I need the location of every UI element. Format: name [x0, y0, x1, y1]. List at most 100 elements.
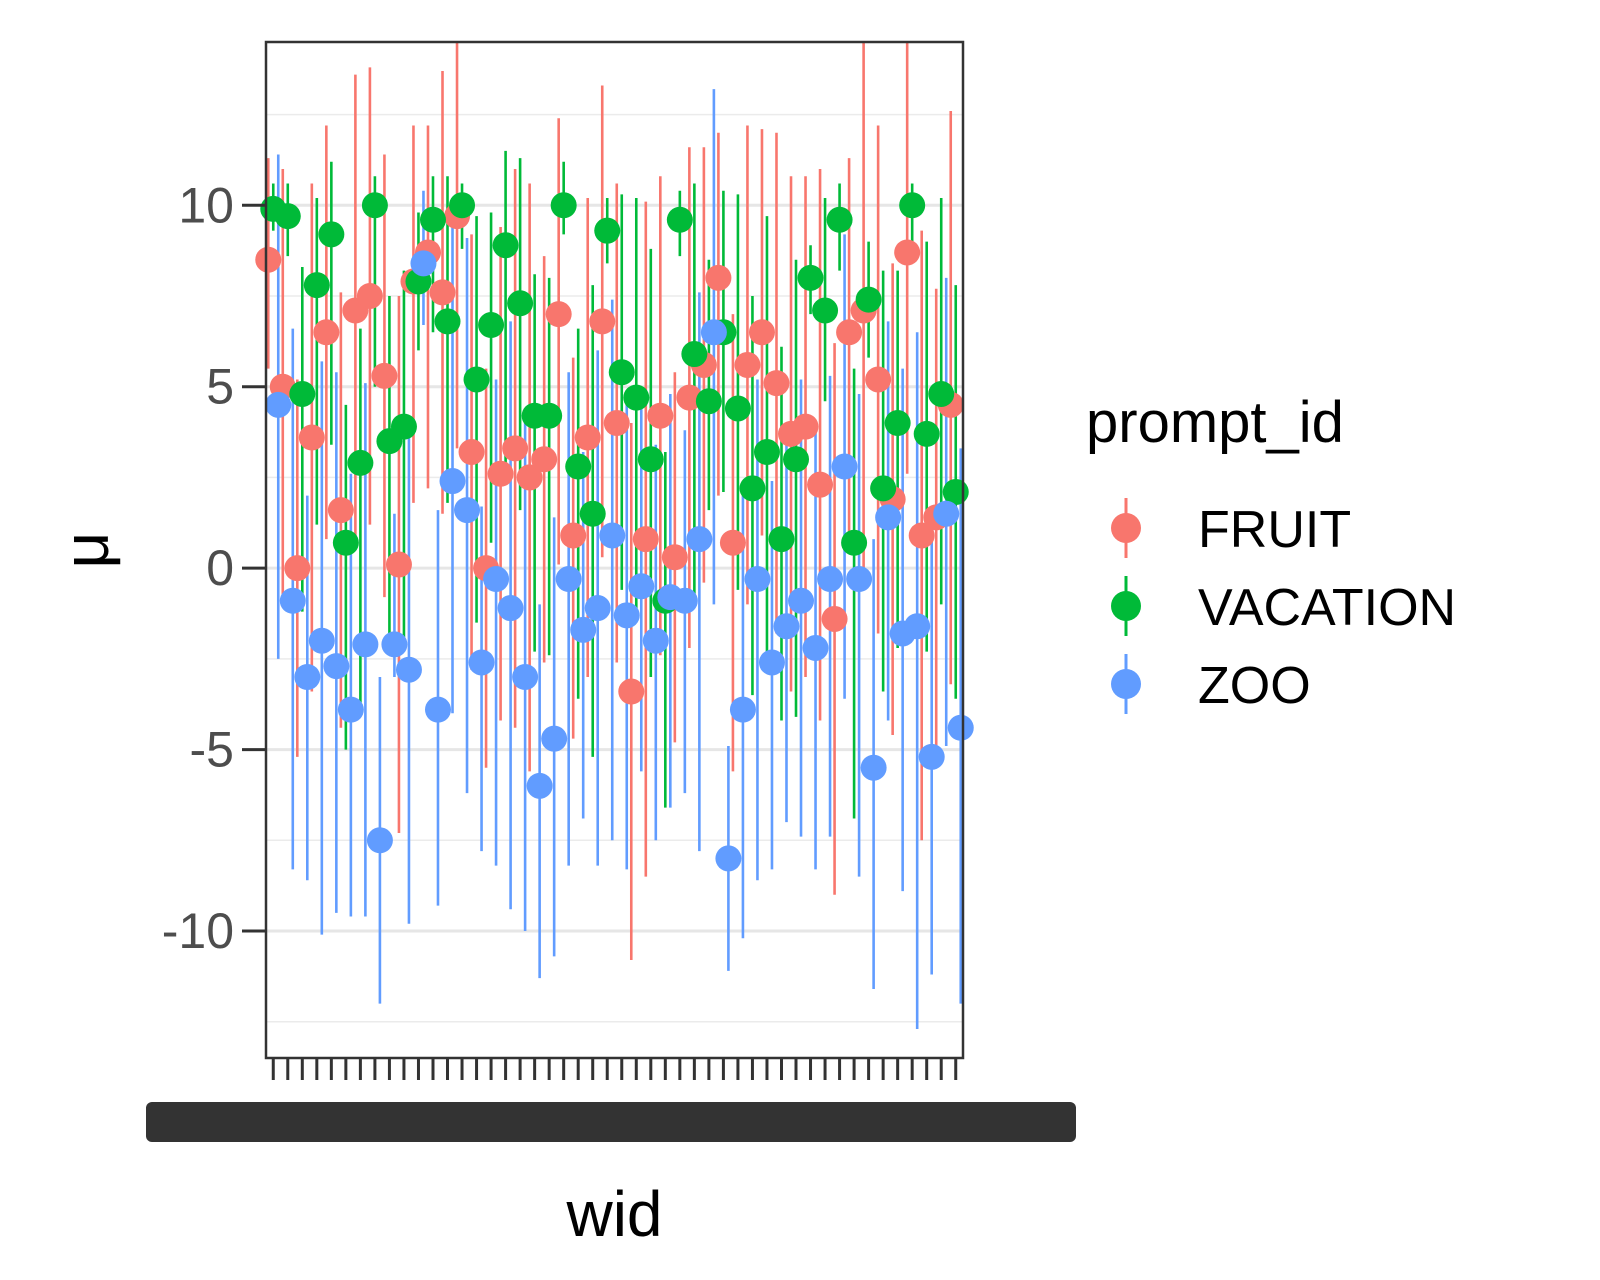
data-point — [719, 529, 746, 556]
data-point — [594, 217, 621, 244]
data-point — [729, 696, 756, 723]
data-point — [313, 319, 340, 346]
data-point — [758, 649, 785, 676]
data-point — [352, 631, 379, 658]
data-point — [826, 206, 853, 233]
data-point — [637, 446, 664, 473]
data-point — [541, 725, 568, 752]
points-zoo — [265, 250, 974, 872]
data-point — [618, 678, 645, 705]
data-point — [536, 402, 563, 429]
data-point — [512, 664, 539, 690]
data-point — [550, 192, 577, 219]
data-point — [753, 439, 780, 466]
data-point — [478, 312, 505, 339]
y-tick-label: 5 — [206, 359, 234, 415]
data-point — [899, 192, 926, 219]
data-point — [875, 504, 902, 531]
y-tick-label: -5 — [190, 722, 234, 778]
data-point — [831, 453, 858, 480]
data-point — [734, 351, 761, 378]
data-point — [695, 388, 722, 415]
data-point — [429, 279, 456, 306]
y-tick-label: 0 — [206, 540, 234, 596]
data-point — [686, 526, 713, 553]
data-point — [419, 206, 446, 233]
data-point — [468, 649, 495, 676]
data-point — [584, 595, 611, 622]
data-point — [918, 743, 945, 770]
x-axis — [146, 1058, 1076, 1142]
data-point — [589, 308, 616, 335]
data-point — [390, 413, 417, 440]
data-point — [700, 319, 727, 346]
data-point — [783, 446, 810, 473]
data-point — [439, 468, 466, 495]
data-point — [913, 420, 940, 447]
data-point — [279, 587, 306, 614]
data-point — [565, 453, 592, 480]
data-point — [666, 206, 693, 233]
data-point — [846, 566, 873, 593]
data-point — [487, 460, 514, 487]
data-point — [502, 435, 529, 462]
data-point — [855, 286, 882, 313]
data-point — [492, 232, 519, 259]
data-point — [623, 384, 650, 411]
data-point — [507, 290, 534, 317]
data-point — [748, 319, 775, 346]
data-point — [821, 605, 848, 632]
data-point — [410, 250, 437, 277]
data-point — [366, 827, 393, 854]
data-point — [715, 845, 742, 872]
data-point — [356, 283, 383, 309]
data-point — [463, 366, 490, 393]
data-point — [298, 424, 325, 451]
data-point — [812, 297, 839, 324]
data-point — [933, 500, 960, 527]
data-point — [255, 246, 282, 273]
data-point — [884, 410, 911, 436]
data-point — [802, 634, 829, 661]
x-tick-labels-overlap — [146, 1102, 1076, 1142]
data-point — [661, 544, 688, 571]
legend-item-fruit: FRUIT — [1111, 498, 1351, 559]
data-point — [681, 341, 708, 368]
y-axis-title: μ — [50, 532, 122, 569]
data-point — [308, 627, 335, 654]
data-point — [908, 522, 935, 549]
data-point — [797, 264, 824, 291]
data-point — [395, 656, 422, 683]
data-point — [647, 402, 674, 429]
data-point — [265, 391, 292, 418]
data-point — [347, 449, 374, 476]
data-point — [385, 551, 412, 578]
legend-label: VACATION — [1198, 579, 1456, 637]
data-point — [763, 370, 790, 397]
data-point — [289, 380, 316, 407]
data-point — [526, 772, 553, 799]
y-axis: -10 -5 0 5 10 — [162, 177, 266, 959]
legend-label: ZOO — [1198, 657, 1311, 715]
data-point — [744, 566, 771, 593]
data-point — [671, 587, 698, 614]
data-point — [274, 203, 301, 230]
data-point — [327, 497, 354, 524]
points-vacation — [260, 192, 969, 614]
data-point — [768, 526, 795, 553]
data-marks — [255, 42, 974, 1029]
data-point — [836, 319, 863, 346]
data-point — [323, 653, 350, 680]
data-point — [454, 497, 481, 524]
data-point — [560, 522, 587, 549]
data-point — [371, 362, 398, 389]
data-point — [788, 587, 815, 614]
data-point — [608, 359, 635, 386]
data-point — [705, 264, 732, 291]
data-point — [904, 613, 931, 640]
data-point — [449, 192, 476, 219]
legend: prompt_id FRUIT VACATION ZOO — [1086, 390, 1456, 715]
data-point — [739, 475, 766, 502]
data-point — [424, 696, 451, 723]
data-point — [817, 566, 844, 593]
